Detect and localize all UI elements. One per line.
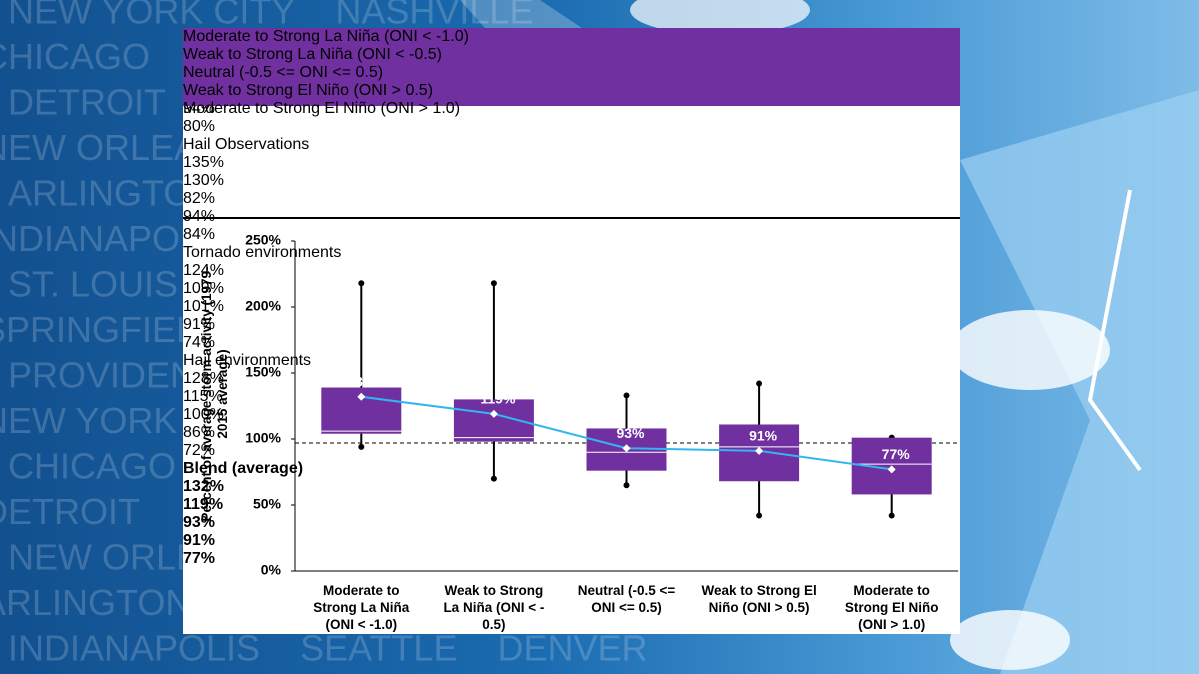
y-tick-label: 200%: [245, 298, 281, 314]
mean-marker: [622, 444, 631, 453]
y-tick-label: 50%: [253, 496, 282, 512]
background-word: ARLINGTON: [8, 173, 217, 214]
mean-label: 77%: [882, 446, 911, 462]
y-tick-label: 150%: [245, 364, 281, 380]
chart: 0%50%100%150%200%250%132%119%93% 91%77%: [183, 217, 960, 578]
column-header: Neutral (-0.5 <= ONI <= 0.5): [183, 64, 384, 81]
mean-label: 119%: [480, 391, 516, 407]
whisker-cap: [490, 475, 497, 482]
table-cell: 119%: [183, 496, 224, 513]
table-cell: 93%: [183, 514, 216, 531]
table-cell: 109%: [183, 280, 224, 297]
whisker-cap: [756, 512, 763, 519]
column-header: Weak to Strong La Niña (ONI < -0.5): [183, 46, 442, 63]
table-header: Moderate to Strong La Niña (ONI < -1.0) W…: [183, 28, 960, 117]
whisker-cap: [358, 443, 365, 450]
table-cell: 91%: [183, 316, 216, 333]
row-label: Blend (average): [183, 460, 304, 477]
table-cell: 91%: [183, 532, 216, 549]
table-cell: 77%: [183, 550, 216, 567]
table-cell: 132%: [183, 478, 224, 495]
panel: Moderate to Strong La Niña (ONI < -1.0) W…: [183, 28, 960, 634]
background-word: DETROIT: [8, 82, 166, 123]
column-header: Moderate to Strong El Niño (ONI > 1.0): [183, 100, 461, 117]
table-cell: 94%: [183, 208, 216, 225]
mean-label: 132%: [347, 373, 383, 389]
background-word: ARLINGTON: [0, 582, 191, 623]
row-label: Hail environments: [183, 352, 312, 369]
background-word: SEATTLE: [300, 628, 457, 669]
whisker-cap: [490, 280, 497, 287]
y-axis-label: Percent of average storm activity (1979-…: [199, 266, 230, 522]
table-cell: 72%: [183, 442, 216, 459]
table-cell: 84%: [183, 226, 216, 243]
background-word: INDIANAPOLIS: [8, 628, 260, 669]
table-cell: 124%: [183, 262, 224, 279]
table-cell: 128%: [183, 370, 224, 387]
whisker-cap: [756, 380, 763, 387]
x-tick-label: Moderate to Strong La Niña (ONI < -1.0): [313, 583, 410, 632]
mean-marker: [357, 392, 366, 401]
row-label: Hail Observations: [183, 136, 310, 153]
row-label: Tornado environments: [183, 244, 342, 261]
background-word: NASHVILLE: [335, 0, 533, 32]
x-tick-label: Weak to Strong El Niño (ONI > 0.5): [701, 583, 817, 615]
table-cell: 74%: [183, 334, 216, 351]
background-word: ST. LOUIS: [8, 264, 178, 305]
whisker-cap: [888, 512, 895, 519]
background-word: CHICAGO: [8, 446, 176, 487]
y-tick-label: 250%: [245, 232, 281, 248]
mean-label: 93%: [616, 425, 645, 441]
table-cell: 82%: [183, 190, 216, 207]
x-tick-label: Weak to Strong La Niña (ONI < - 0.5): [443, 583, 545, 632]
column-header: Moderate to Strong La Niña (ONI < -1.0): [183, 28, 469, 45]
table-cell: 115%: [183, 388, 223, 405]
background-word: DETROIT: [0, 491, 140, 532]
background-word: NEW YORK CITY: [8, 0, 295, 32]
y-tick-label: 100%: [245, 430, 281, 446]
mean-label: 91%: [749, 428, 778, 444]
table-cell: 80%: [183, 118, 216, 135]
table-cell: 100%: [183, 406, 224, 423]
x-tick-label: Moderate to Strong El Niño (ONI > 1.0): [844, 583, 939, 632]
whisker-cap: [623, 482, 630, 489]
table-cell: 86%: [183, 424, 216, 441]
mean-marker: [755, 446, 764, 455]
table-cell: 130%: [183, 172, 224, 189]
background-word: DENVER: [497, 628, 647, 669]
whisker-cap: [623, 392, 630, 399]
column-header: Weak to Strong El Niño (ONI > 0.5): [183, 82, 434, 99]
table-cell: 135%: [183, 154, 224, 171]
background-word: CHICAGO: [0, 36, 150, 77]
table-cell: 101%: [183, 298, 224, 315]
whisker-cap: [358, 280, 365, 287]
y-tick-label: 0%: [261, 562, 282, 578]
x-tick-label: Neutral (-0.5 <= ONI <= 0.5): [577, 583, 676, 615]
mean-marker: [887, 465, 896, 474]
mean-marker: [489, 409, 498, 418]
